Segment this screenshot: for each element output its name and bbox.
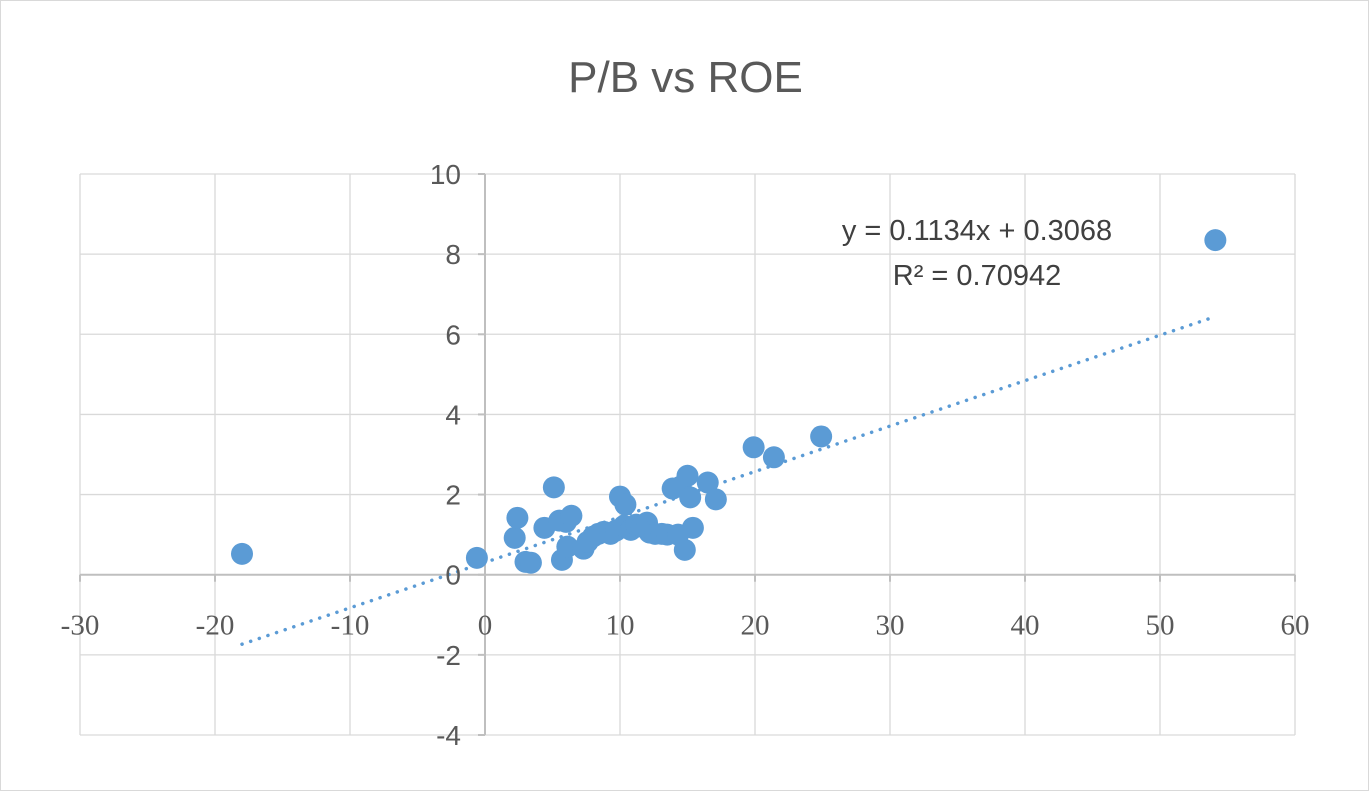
x-tick-label: -20 (196, 610, 235, 642)
gridlines (79, 173, 1296, 736)
trendline (240, 314, 1218, 646)
x-tick-label: -30 (61, 610, 100, 642)
data-point (231, 542, 253, 565)
data-point (560, 504, 583, 527)
x-tick-label: -10 (331, 610, 370, 642)
data-point (681, 516, 704, 539)
data-point (704, 488, 727, 511)
x-tick-label: 0 (478, 610, 493, 642)
data-point (742, 436, 765, 459)
y-tick-label: 2 (445, 480, 461, 511)
trendline-group (240, 314, 1218, 646)
data-point (556, 535, 579, 558)
data-point (696, 471, 719, 494)
y-tick-label: 0 (445, 560, 461, 591)
y-tick-label: 8 (445, 239, 461, 270)
chart-title: P/B vs ROE (568, 53, 803, 102)
data-point (1204, 229, 1227, 252)
data-point (810, 425, 833, 448)
x-tick-label: 10 (606, 610, 635, 642)
x-tick-label: 40 (1011, 610, 1040, 642)
y-tick-label: 4 (445, 399, 461, 430)
y-tick-label: 10 (430, 159, 461, 190)
data-point (676, 464, 699, 487)
data-point (519, 551, 542, 574)
data-points (231, 229, 1227, 574)
data-point (679, 486, 702, 509)
trendline-equation: y = 0.1134x + 0.3068 (842, 215, 1112, 247)
x-tick-label: 60 (1281, 610, 1310, 642)
trendline-annotation: y = 0.1134x + 0.3068 R² = 0.70942 (842, 215, 1112, 292)
data-point (503, 526, 526, 549)
data-point (614, 493, 637, 516)
x-tick-label: 20 (741, 610, 770, 642)
data-point (762, 446, 785, 469)
y-tick-label: 6 (445, 319, 461, 350)
y-tick-label: -4 (436, 720, 461, 751)
x-tick-label: 30 (876, 610, 905, 642)
axes (79, 173, 1296, 736)
y-tick-label: -2 (436, 640, 461, 671)
trendline-r-squared: R² = 0.70942 (893, 260, 1061, 292)
x-tick-label: 50 (1146, 610, 1175, 642)
data-point (673, 538, 696, 561)
data-point (506, 506, 529, 529)
data-point (542, 476, 565, 499)
data-point (465, 546, 488, 569)
